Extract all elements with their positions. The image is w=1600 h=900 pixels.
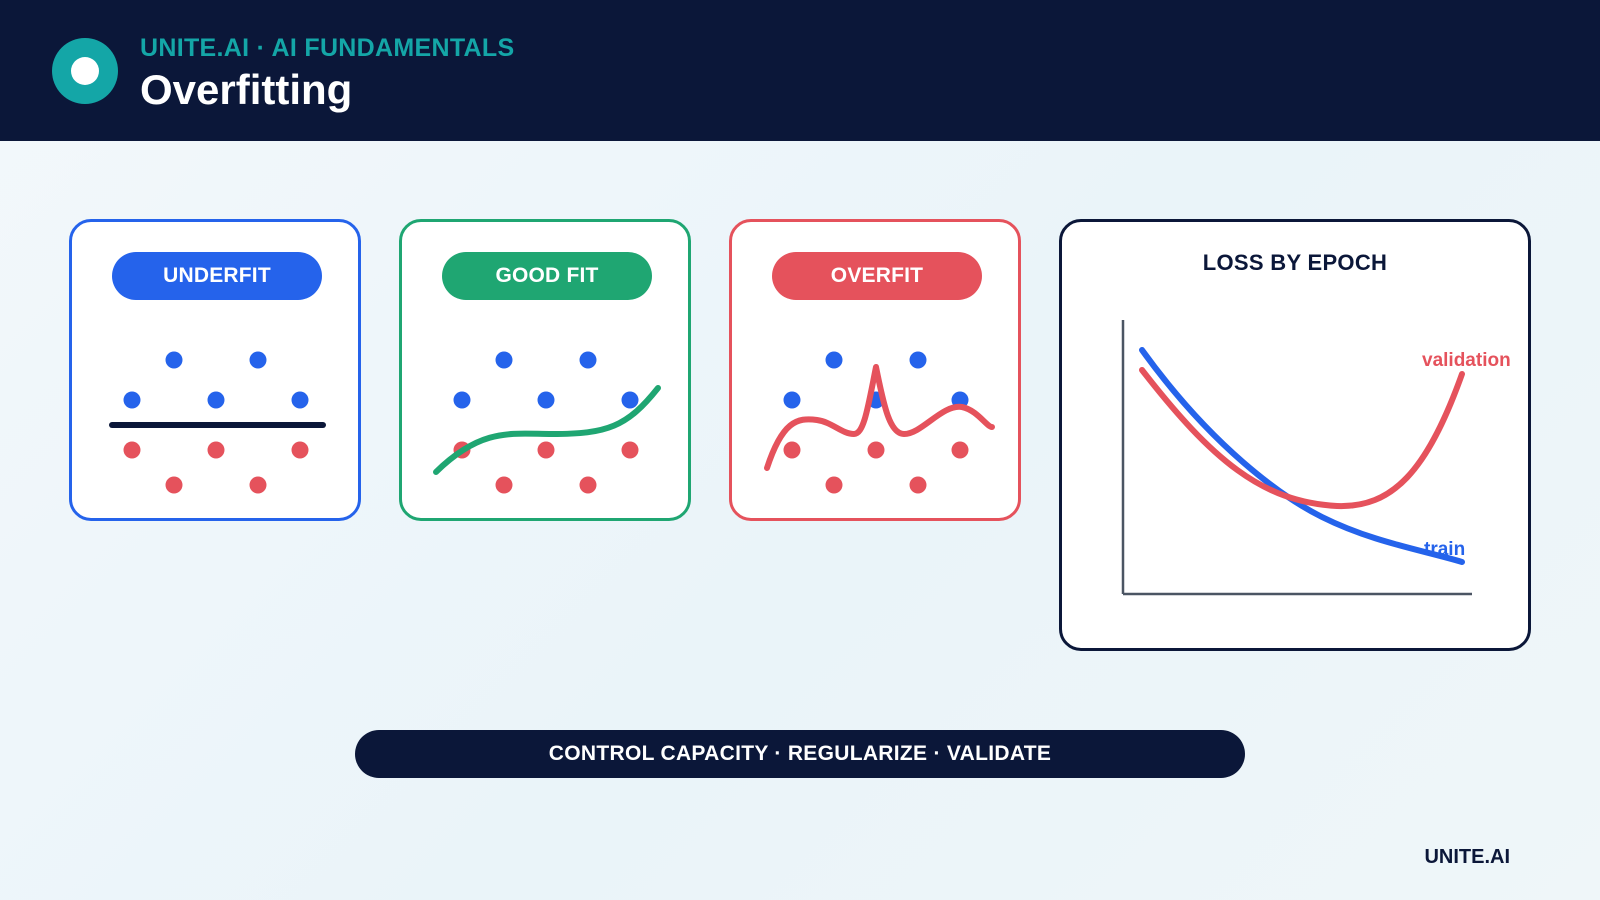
blue-point: [165, 351, 183, 369]
validation-series-label: validation: [1422, 350, 1511, 371]
overfit-card: OVERFIT: [729, 219, 1021, 521]
overfit-points: [783, 351, 969, 494]
underfit-card: UNDERFIT: [69, 219, 361, 521]
overfit-plot: [764, 351, 995, 494]
overfit-curve: [764, 364, 995, 471]
blue-point: [579, 351, 597, 369]
blue-point: [453, 391, 471, 409]
train-series-label: train: [1424, 539, 1465, 560]
red-point: [909, 476, 927, 494]
validation-loss-line: [1139, 367, 1465, 510]
red-point: [951, 441, 969, 459]
blue-point: [537, 391, 555, 409]
red-point: [783, 441, 801, 459]
eyebrow-text: UNITE.AI · AI FUNDAMENTALS: [140, 34, 515, 62]
blue-point: [123, 391, 141, 409]
train-loss-line: [1139, 347, 1465, 565]
blue-point: [825, 351, 843, 369]
blue-point: [783, 391, 801, 409]
red-point: [207, 441, 225, 459]
good-fit-card: GOOD FIT: [399, 219, 691, 521]
good-fit-points: [453, 351, 639, 494]
red-point: [249, 476, 267, 494]
underfit-label: UNDERFIT: [112, 252, 322, 300]
page-title: Overfitting: [140, 66, 353, 113]
red-point: [867, 441, 885, 459]
loss-chart-title: LOSS BY EPOCH: [1202, 250, 1388, 275]
red-point: [621, 441, 639, 459]
blue-point: [291, 391, 309, 409]
brand-logo-icon: [52, 38, 118, 104]
footer-brand: UNITE.AI: [1424, 846, 1510, 868]
good-fit-plot: [433, 351, 661, 494]
header-bar: UNITE.AI · AI FUNDAMENTALS Overfitting: [0, 0, 1600, 141]
blue-point: [249, 351, 267, 369]
blue-point: [495, 351, 513, 369]
red-point: [123, 441, 141, 459]
loss-chart-plot: validation train: [1121, 320, 1511, 596]
red-point: [537, 441, 555, 459]
red-point: [165, 476, 183, 494]
good-fit-curve: [433, 385, 661, 475]
red-point: [291, 441, 309, 459]
good-fit-label: GOOD FIT: [442, 252, 652, 300]
brand-logo-dot: [71, 57, 99, 85]
takeaway-banner: CONTROL CAPACITY · REGULARIZE · VALIDATE: [355, 730, 1245, 778]
overfit-label: OVERFIT: [772, 252, 982, 300]
red-point: [579, 476, 597, 494]
red-point: [495, 476, 513, 494]
underfit-points: [123, 351, 309, 494]
red-point: [825, 476, 843, 494]
underfit-plot: [109, 351, 326, 494]
blue-point: [909, 351, 927, 369]
blue-point: [621, 391, 639, 409]
blue-point: [207, 391, 225, 409]
loss-chart-card: LOSS BY EPOCH validation train: [1059, 219, 1531, 651]
